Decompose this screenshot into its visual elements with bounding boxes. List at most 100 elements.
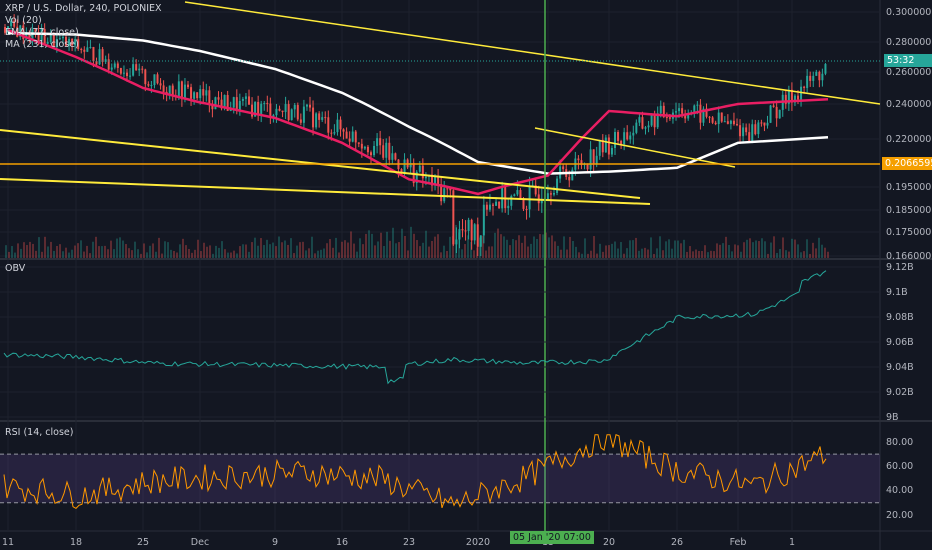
obv-tick-label: 9.12B <box>886 262 914 273</box>
volume-bar <box>206 246 208 258</box>
candle-body <box>598 139 601 156</box>
candle-body <box>778 109 781 119</box>
volume-bar <box>302 241 304 258</box>
volume-bar <box>224 249 226 258</box>
candle-body <box>226 95 229 111</box>
volume-bar <box>482 235 484 258</box>
candle-body <box>116 63 119 69</box>
candle-body <box>595 155 598 164</box>
candle-body <box>324 117 327 119</box>
volume-bar <box>506 239 508 258</box>
candle-body <box>348 138 351 142</box>
volume-bar <box>311 236 313 258</box>
candle-body <box>241 98 244 101</box>
volume-bar <box>173 250 175 258</box>
candle-body <box>110 67 113 70</box>
volume-bar <box>584 238 586 258</box>
price-tick-label: 0.17500000 <box>886 227 932 238</box>
candle-body <box>211 103 214 110</box>
candle-body <box>370 152 372 156</box>
candle-body <box>540 199 543 204</box>
volume-bar <box>425 230 427 258</box>
obv-line <box>3 270 827 385</box>
candle-body <box>135 64 138 71</box>
candle-body <box>34 29 37 33</box>
volume-bar <box>473 250 475 258</box>
candle-body <box>339 119 342 130</box>
volume-bar <box>497 228 499 258</box>
candle-body <box>52 33 55 47</box>
volume-bar <box>29 241 31 258</box>
volume-bar <box>275 246 277 258</box>
volume-bar <box>80 240 82 258</box>
rsi-tick-label: 80.00 <box>886 437 913 448</box>
candle-body <box>141 68 144 70</box>
volume-bar <box>827 251 829 258</box>
candle-body <box>586 163 589 170</box>
candle-body <box>61 36 64 39</box>
candle-body <box>190 87 193 99</box>
candle-body <box>589 149 592 170</box>
candle-body <box>315 113 318 128</box>
volume-bar <box>59 244 61 258</box>
volume-bar <box>656 248 658 258</box>
obv-tick-label: 9.02B <box>886 387 914 398</box>
volume-bar <box>614 241 616 258</box>
candle-body <box>434 176 437 186</box>
candle-body <box>437 176 440 185</box>
candle-body <box>656 113 659 128</box>
candle-body <box>354 131 357 143</box>
volume-bar <box>629 240 631 258</box>
volume-bar <box>707 252 709 258</box>
candle-body <box>626 132 629 140</box>
candle-body <box>675 111 677 113</box>
volume-bar <box>398 242 400 258</box>
candle-body <box>607 137 610 155</box>
volume-bar <box>743 242 745 258</box>
volume-bar <box>227 252 229 258</box>
volume-bar <box>752 242 754 258</box>
candle-body <box>177 81 180 97</box>
candle-body <box>495 201 498 206</box>
candle-body <box>592 149 595 164</box>
candle-body <box>220 99 223 109</box>
time-tick-label: 1 <box>789 537 795 548</box>
volume-bar <box>293 253 295 258</box>
volume-bar <box>770 242 772 258</box>
volume-bar <box>689 246 691 258</box>
candle-body <box>309 104 311 108</box>
volume-bar <box>323 248 325 258</box>
volume-bar <box>62 251 64 258</box>
candle-body <box>693 105 696 113</box>
candle-body <box>604 137 607 153</box>
volume-bar <box>824 247 826 258</box>
rsi-tick-label: 60.00 <box>886 461 913 472</box>
volume-bar <box>815 248 817 258</box>
candle-body <box>4 27 6 33</box>
volume-bar <box>746 239 748 258</box>
candle-body <box>193 92 196 99</box>
volume-bar <box>245 244 247 258</box>
volume-bar <box>386 231 388 258</box>
obv-tick-label: 9.1B <box>886 287 908 298</box>
candle-body <box>208 90 211 104</box>
candle-body <box>92 47 95 62</box>
candle-body <box>284 104 287 113</box>
volume-bar <box>638 250 640 258</box>
volume-bar <box>416 240 418 258</box>
volume-bar <box>287 244 289 258</box>
volume-bar <box>659 236 661 258</box>
candle-body <box>16 26 19 37</box>
volume-bar <box>134 241 136 258</box>
candle-body <box>760 122 763 124</box>
volume-bar <box>365 233 367 258</box>
time-tick-label: 9 <box>272 537 278 548</box>
candle-body <box>223 95 226 109</box>
volume-bar <box>17 243 19 258</box>
volume-bar <box>542 234 544 258</box>
volume-bar <box>26 245 28 258</box>
volume-bar <box>467 235 469 258</box>
volume-bar <box>50 241 52 258</box>
candle-body <box>714 122 717 125</box>
